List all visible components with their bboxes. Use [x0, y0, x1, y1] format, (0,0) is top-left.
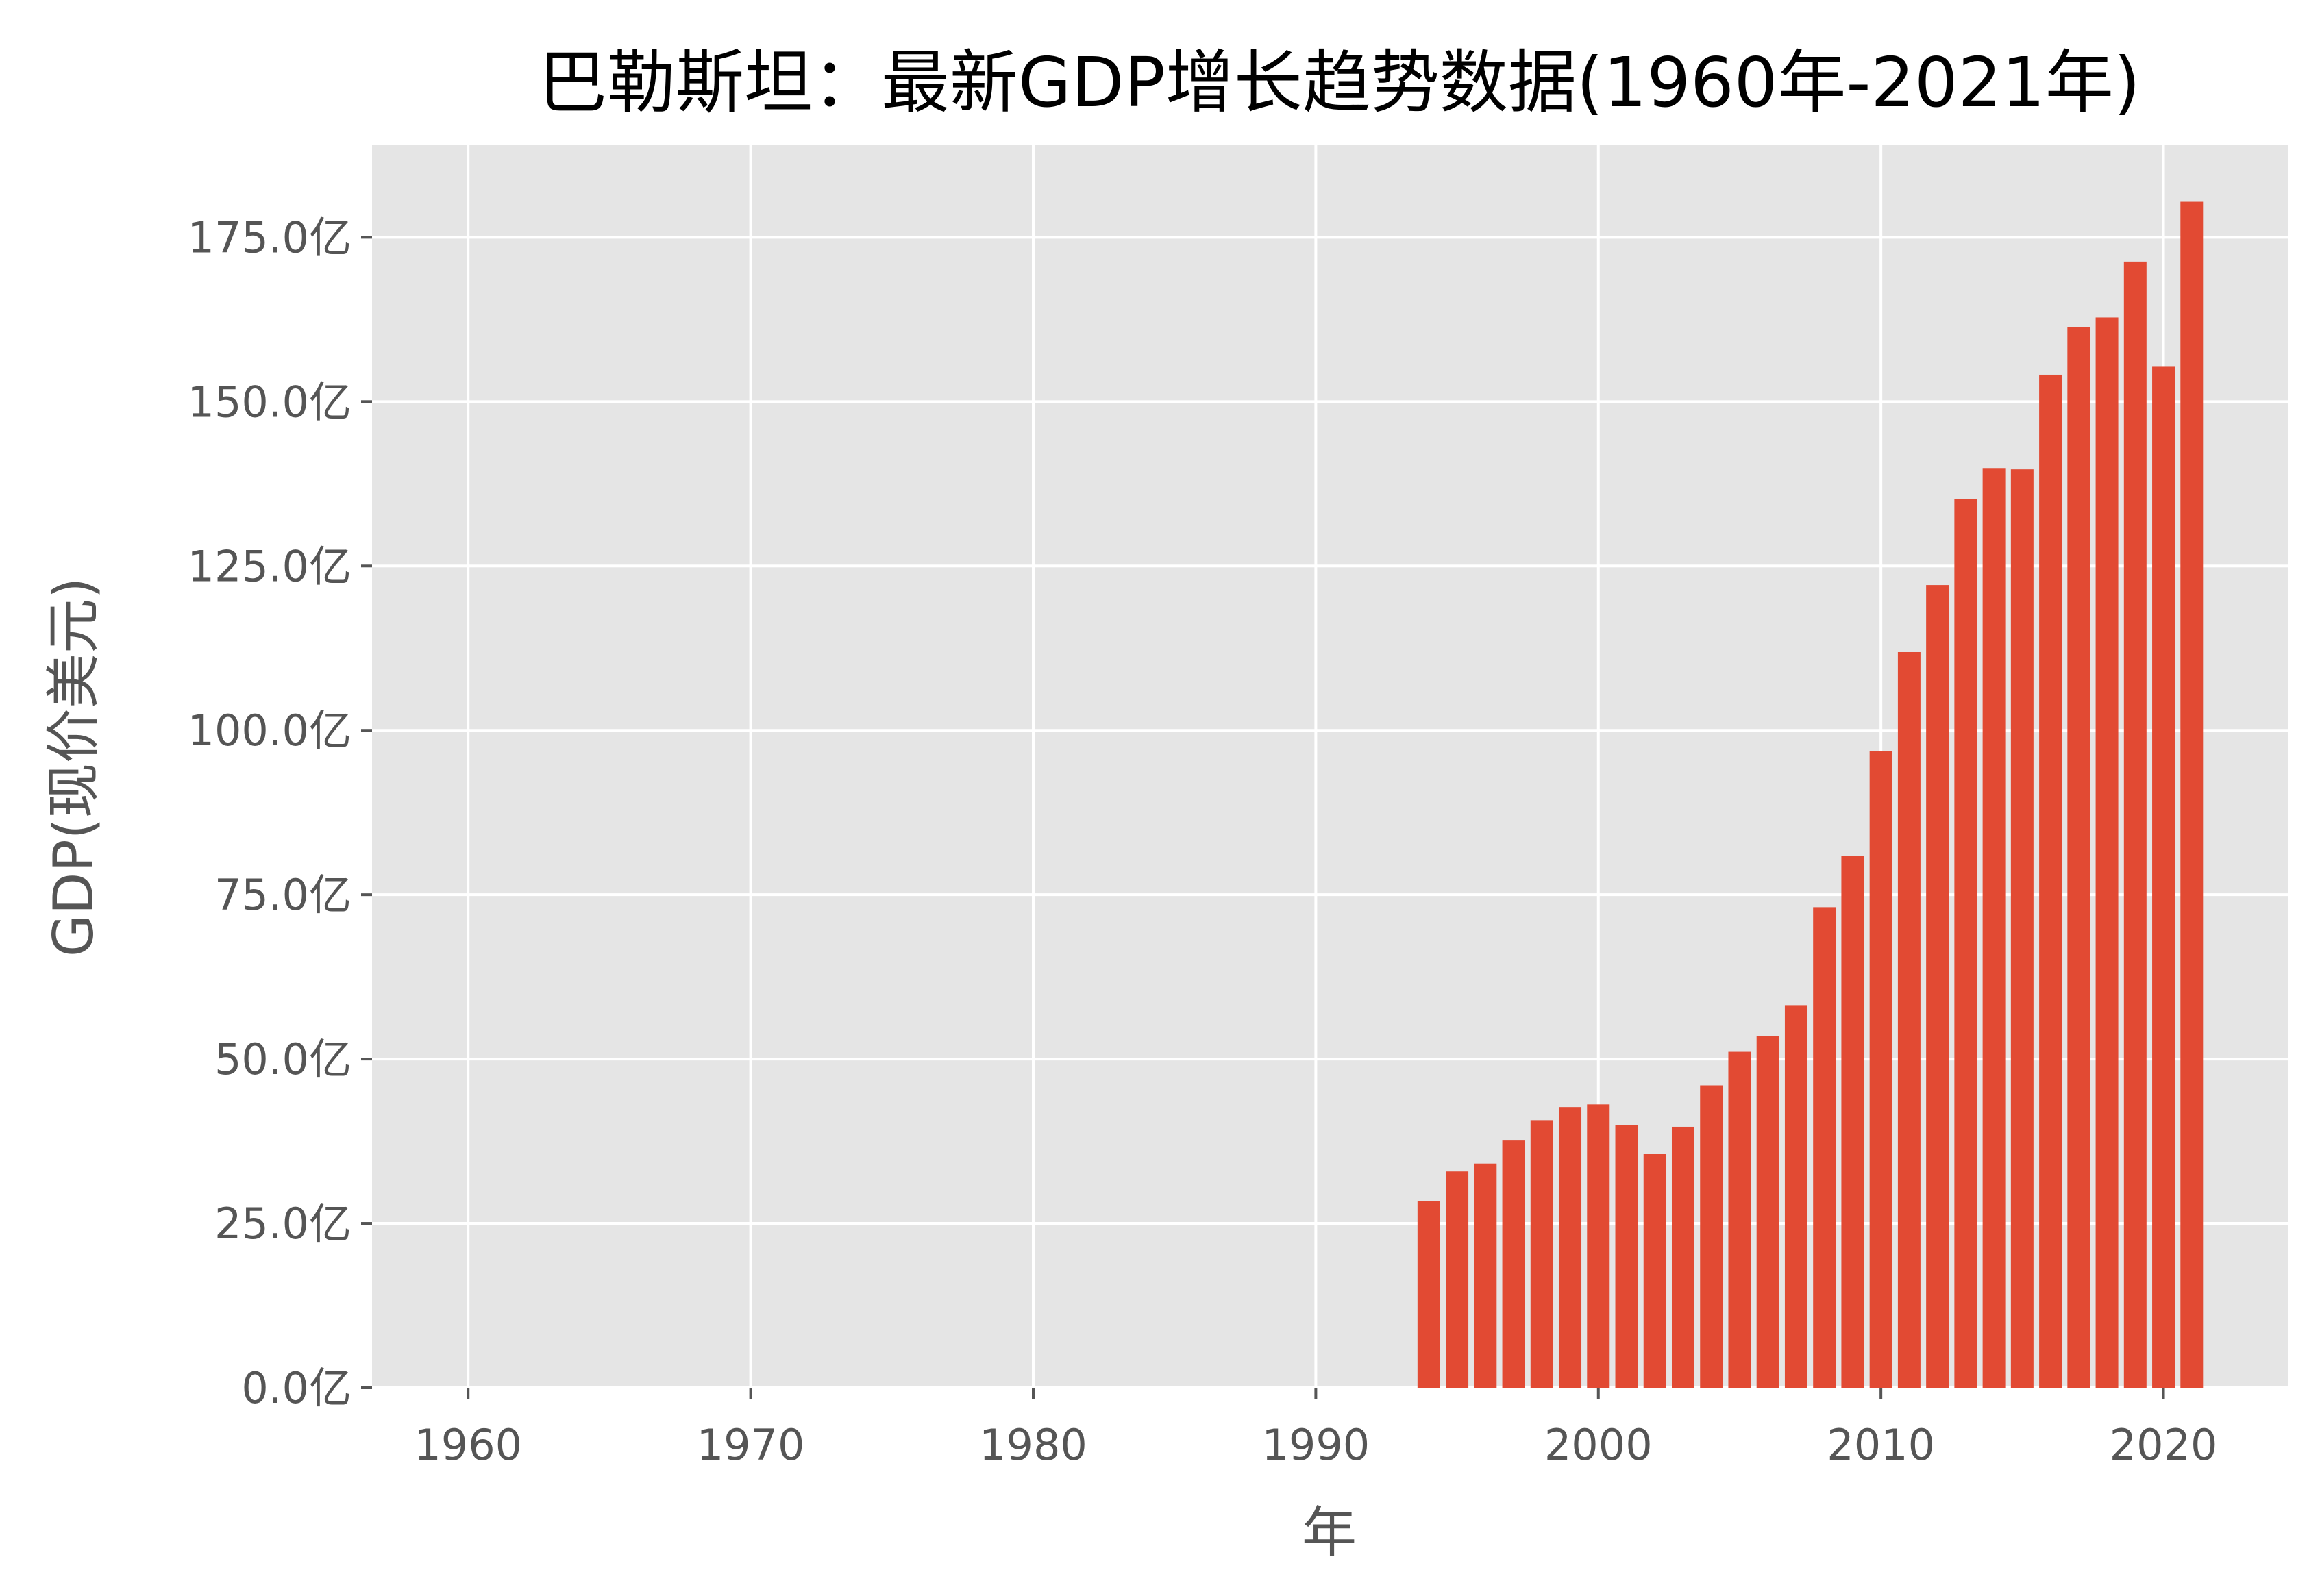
- x-tick-label: 1960: [414, 1420, 522, 1470]
- x-tick-label: 1990: [1261, 1420, 1370, 1470]
- bar-1998: [1530, 1120, 1553, 1388]
- bar-2014: [1982, 468, 2006, 1388]
- bar-1995: [1446, 1171, 1469, 1388]
- x-tick-label: 2020: [2110, 1420, 2218, 1470]
- x-tick-label: 1970: [697, 1420, 805, 1470]
- bar-2017: [2067, 327, 2090, 1388]
- y-tick-label: 125.0亿: [188, 541, 352, 591]
- bar-2013: [1954, 499, 1977, 1388]
- bar-2020: [2152, 366, 2175, 1388]
- bar-1997: [1502, 1140, 1525, 1388]
- bar-2003: [1671, 1126, 1694, 1388]
- bar-2015: [2010, 469, 2034, 1388]
- bar-2008: [1813, 907, 1836, 1388]
- y-axis-label: GDP(现价美元): [42, 577, 106, 957]
- bar-1994: [1417, 1201, 1440, 1388]
- x-tick-label: 1980: [979, 1420, 1087, 1470]
- bar-2005: [1728, 1051, 1751, 1388]
- bar-2009: [1841, 856, 1864, 1388]
- bar-2018: [2095, 317, 2119, 1388]
- bar-2002: [1643, 1154, 1666, 1388]
- bar-2007: [1784, 1005, 1807, 1388]
- bar-2012: [1926, 585, 1949, 1388]
- x-tick-label: 2000: [1544, 1420, 1653, 1470]
- chart-title: 巴勒斯坦：最新GDP增长趋势数据(1960年-2021年): [539, 42, 2140, 123]
- y-tick-label: 75.0亿: [214, 870, 351, 920]
- y-tick-label: 0.0亿: [241, 1363, 351, 1413]
- bar-1999: [1559, 1107, 1582, 1388]
- axes: 1960 1970 1980 1990 2000 2010 2020 0.0亿 25.0亿 50.…: [188, 212, 2218, 1470]
- bar-2006: [1756, 1036, 1779, 1388]
- bar-2001: [1615, 1125, 1638, 1388]
- y-tick-label: 150.0亿: [188, 377, 352, 427]
- y-tick-label: 175.0亿: [188, 212, 352, 262]
- bar-2016: [2039, 374, 2062, 1388]
- bar-2011: [1897, 651, 1921, 1388]
- x-tick-label: 2010: [1827, 1420, 1935, 1470]
- bar-1996: [1474, 1163, 1497, 1388]
- bar-2000: [1587, 1104, 1610, 1388]
- y-tick-label: 50.0亿: [214, 1034, 351, 1084]
- bar-2010: [1869, 751, 1892, 1388]
- bar-2019: [2123, 261, 2147, 1388]
- bar-2021: [2180, 201, 2204, 1388]
- bar-2004: [1700, 1085, 1723, 1388]
- y-tick-label: 25.0亿: [214, 1199, 351, 1249]
- y-tick-label: 100.0亿: [188, 706, 352, 756]
- x-axis-label: 年: [1302, 1501, 1357, 1564]
- bars: [1417, 201, 2204, 1388]
